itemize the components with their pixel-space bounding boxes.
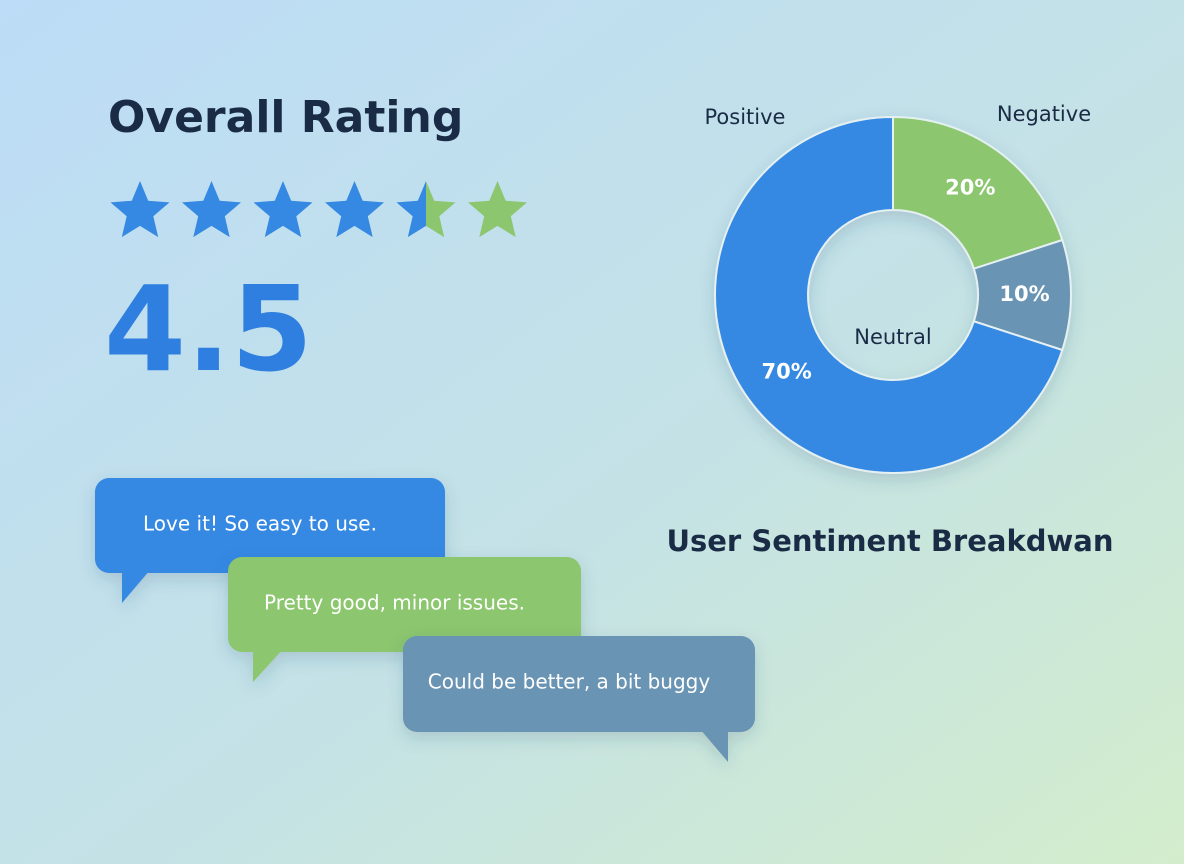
comment-text: Pretty good, minor issues. bbox=[264, 591, 525, 615]
comment-bubble bbox=[403, 636, 755, 762]
bubble-box bbox=[228, 557, 581, 652]
star bbox=[396, 181, 456, 238]
donut-segment bbox=[892, 115, 1064, 270]
star bbox=[110, 181, 170, 238]
bubble-box bbox=[95, 478, 445, 573]
stars bbox=[110, 181, 527, 238]
value-label: 70% bbox=[761, 359, 811, 383]
rating-title: Overall Rating bbox=[108, 92, 463, 143]
star bbox=[325, 181, 384, 238]
value-label: 20% bbox=[945, 176, 995, 200]
bubble-tail bbox=[700, 729, 728, 762]
comment-bubble bbox=[95, 478, 445, 603]
bubble-tail bbox=[122, 570, 150, 603]
category-label: Neutral bbox=[854, 325, 932, 349]
donut-segment bbox=[714, 115, 1064, 474]
comment-bubble bbox=[228, 557, 581, 682]
comments: Love it! So easy to use. Pretty good, min… bbox=[95, 478, 755, 762]
star bbox=[468, 181, 527, 238]
category-label: Negative bbox=[997, 102, 1091, 126]
comment-text: Could be better, a bit buggy bbox=[428, 670, 711, 694]
star bbox=[253, 181, 313, 238]
donut bbox=[714, 115, 1072, 474]
bubble-box bbox=[403, 636, 755, 732]
comment-text: Love it! So easy to use. bbox=[143, 512, 377, 536]
bubble-tail bbox=[253, 649, 283, 682]
star bbox=[182, 181, 241, 238]
rating-value: 4.5 bbox=[104, 260, 313, 398]
donut-labels: 20% Negative 10% Neutral 70% Positive bbox=[705, 102, 1092, 383]
category-label: Positive bbox=[705, 105, 786, 129]
value-label: 10% bbox=[999, 282, 1049, 306]
chart-title: User Sentiment Breakdwan bbox=[666, 524, 1113, 558]
